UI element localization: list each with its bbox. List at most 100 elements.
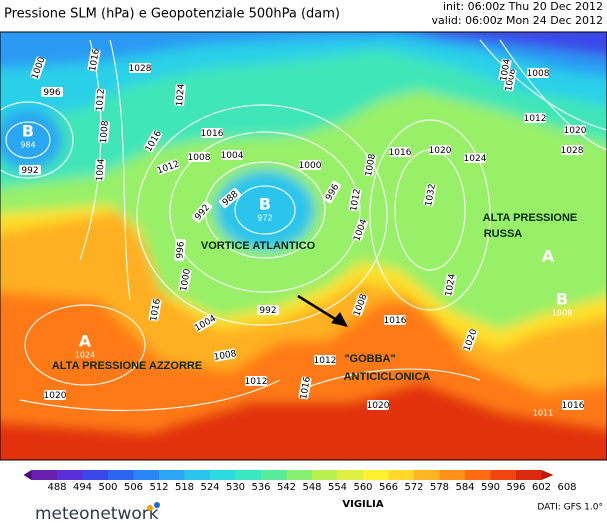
colorbar-tick-label: 518 bbox=[175, 482, 194, 493]
annotation: ALTA PRESSIONE bbox=[483, 212, 578, 224]
colorbar-bin bbox=[516, 470, 542, 480]
colorbar-bin bbox=[312, 470, 338, 480]
isobar-value: 1012 bbox=[314, 356, 337, 366]
colorbar-tick-label: 560 bbox=[353, 482, 372, 493]
isobar-value: 1012 bbox=[245, 377, 268, 387]
isobar-value: 1000 bbox=[179, 268, 193, 293]
colorbar-tick-label: 500 bbox=[98, 482, 117, 493]
isobar-label: 1028 bbox=[561, 145, 584, 156]
label-bg bbox=[352, 293, 368, 317]
colorbar-bin bbox=[363, 470, 389, 480]
label-bg bbox=[143, 129, 163, 153]
label-bg bbox=[464, 153, 486, 163]
colorbar: 488 494 500 506 512 518 524 530 536 542 548 554 560 5… bbox=[23, 470, 577, 493]
init-time: init: 06:00z Thu 20 Dec 2012 bbox=[443, 0, 603, 13]
label-bg bbox=[314, 355, 336, 365]
center-value: 1024 bbox=[75, 351, 95, 360]
isobar-value: 1028 bbox=[561, 146, 584, 156]
label-bg bbox=[352, 218, 368, 242]
colorbar-bin bbox=[57, 470, 83, 480]
isobar-value: 1032 bbox=[424, 183, 438, 207]
label-bg bbox=[30, 56, 46, 80]
isobar-label: 992 bbox=[19, 165, 41, 176]
label-bg bbox=[363, 153, 377, 177]
colorbar-bin bbox=[235, 470, 261, 480]
colorbar-bin bbox=[184, 470, 210, 480]
isobar-label: 1012 bbox=[348, 188, 363, 212]
isobar-value: 1016 bbox=[149, 298, 163, 323]
colorbar-tick-label: 506 bbox=[124, 482, 143, 493]
colorbar-end bbox=[23, 470, 32, 480]
label-bg bbox=[299, 160, 321, 170]
colorbar-tick-label: 608 bbox=[557, 482, 576, 493]
isobar-label: 1020 bbox=[367, 400, 390, 411]
isobar-label: 1032 bbox=[423, 183, 438, 207]
label-bg bbox=[562, 400, 584, 410]
isobar-label: 1016 bbox=[562, 400, 585, 411]
colorbar-tick-label: 554 bbox=[328, 482, 347, 493]
colorbar-bin bbox=[261, 470, 287, 480]
isobar-value: 1020 bbox=[429, 146, 452, 156]
isobar-value: 1016 bbox=[299, 376, 313, 401]
isobar-label: 1004 bbox=[94, 158, 107, 182]
isobar-value: 1004 bbox=[499, 58, 513, 83]
colorbar-tick-label: 512 bbox=[149, 482, 168, 493]
center-letter: B bbox=[556, 290, 568, 309]
isobar-value: 1028 bbox=[129, 64, 152, 74]
logo-dot bbox=[154, 502, 160, 508]
isobar-value: 992 bbox=[259, 306, 276, 316]
isobar-value: 996 bbox=[43, 88, 60, 98]
brand-logo: meteonetwork bbox=[35, 504, 159, 523]
colorbar-tick-label: 548 bbox=[302, 482, 321, 493]
label-bg bbox=[389, 147, 411, 157]
colorbar-tick-label: 536 bbox=[251, 482, 270, 493]
colorbar-tick-label: 590 bbox=[481, 482, 500, 493]
isobar-value: 1008 bbox=[99, 120, 111, 144]
colorbar-bin bbox=[159, 470, 185, 480]
isobar-value: 1012 bbox=[95, 88, 107, 112]
colorbar-tick-label: 530 bbox=[226, 482, 245, 493]
label-bg bbox=[129, 63, 151, 73]
isobar-value: 1008 bbox=[213, 349, 238, 363]
isobar-value: 1012 bbox=[524, 114, 547, 124]
isobar-label: 1004 bbox=[221, 150, 244, 161]
label-bg bbox=[193, 313, 217, 333]
data-source: DATI: GFS 1.0° bbox=[537, 503, 603, 513]
isobar-label: 1012 bbox=[524, 113, 547, 124]
isobar-value: 996 bbox=[175, 241, 186, 259]
isobar-label: 1008 bbox=[527, 68, 550, 79]
isobar-label: 1016 bbox=[384, 315, 407, 326]
colorbar-bin bbox=[414, 470, 440, 480]
colorbar-tick-label: 596 bbox=[506, 482, 525, 493]
colorbar-tick-label: 566 bbox=[379, 482, 398, 493]
colorbar-bin bbox=[133, 470, 159, 480]
colorbar-bin bbox=[388, 470, 414, 480]
label-bg bbox=[245, 376, 267, 386]
isobar-value: 1024 bbox=[444, 273, 458, 298]
arrow bbox=[297, 294, 348, 327]
isobar-value: 1008 bbox=[364, 153, 378, 178]
label-bg bbox=[188, 152, 210, 162]
isobar-label: 1000 bbox=[178, 268, 193, 293]
map-frame bbox=[0, 31, 607, 461]
label-bg bbox=[156, 159, 180, 175]
center-letter: A bbox=[79, 332, 92, 351]
colorbar-tick-label: 488 bbox=[47, 482, 66, 493]
colorbar-tick-label: 602 bbox=[532, 482, 551, 493]
colorbar-bin bbox=[337, 470, 363, 480]
isobar-label: 992 bbox=[257, 305, 279, 316]
isobar-value: 1008 bbox=[527, 69, 550, 79]
logo-dot bbox=[147, 505, 153, 511]
label-bg bbox=[201, 128, 223, 138]
label-bg bbox=[561, 145, 583, 155]
center-letter: A bbox=[542, 247, 555, 266]
isobar-label: 1012 bbox=[245, 376, 268, 387]
label-bg bbox=[524, 113, 546, 123]
isobar-label: 1020 bbox=[44, 390, 67, 401]
colorbar-bin bbox=[31, 470, 57, 480]
label-bg bbox=[98, 120, 110, 144]
label-bg bbox=[257, 305, 279, 315]
colorbar-bin bbox=[210, 470, 236, 480]
